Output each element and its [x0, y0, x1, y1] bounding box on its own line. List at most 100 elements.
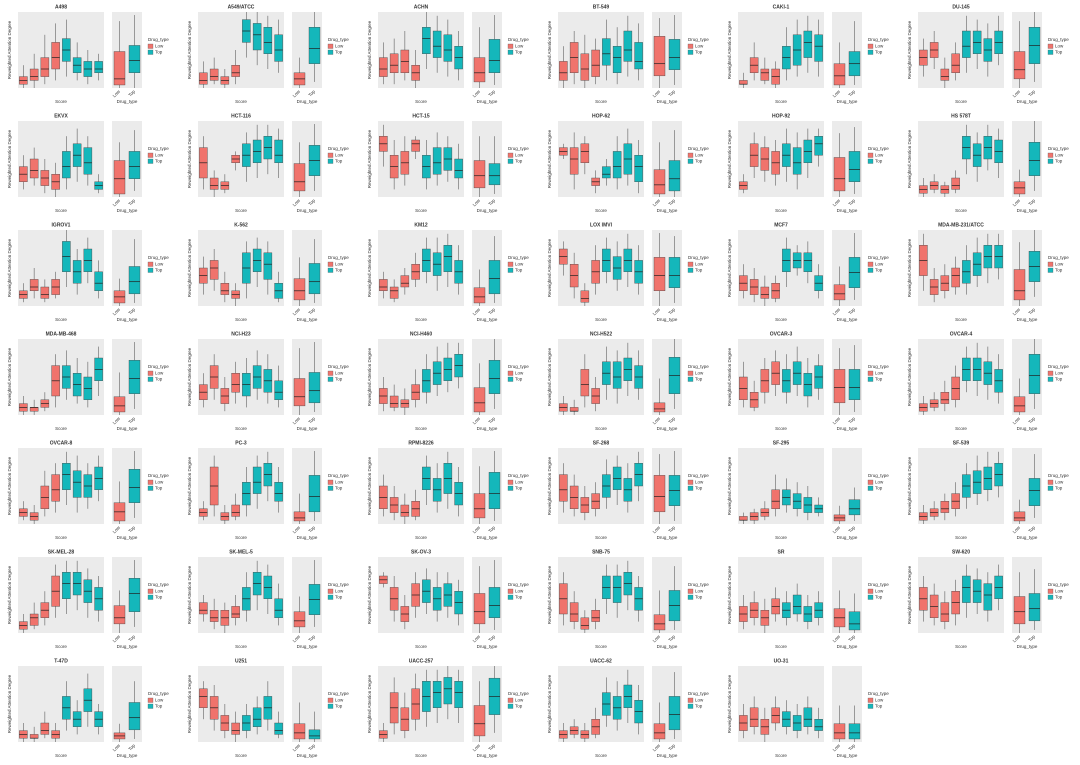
side-x-label: Drug_type: [297, 317, 318, 322]
box: [29, 734, 39, 739]
x-axis-label: Score: [595, 208, 607, 213]
legend-label: Low: [155, 262, 164, 267]
y-axis-label: Reweighted Attention Degree: [727, 238, 732, 297]
legend-swatch: [1047, 267, 1054, 273]
legend-label: Top: [335, 268, 343, 273]
side-x-label: Drug_type: [477, 99, 498, 104]
box: [488, 260, 501, 295]
panel: LOX IMVI Reweighted Attention Degree Score…: [547, 222, 709, 322]
plot-panel: [738, 666, 824, 742]
x-axis-label: Score: [775, 208, 787, 213]
side-tick-label: Top: [487, 525, 496, 534]
side-x-label: Drug_type: [837, 753, 858, 758]
y-axis-label: Reweighted Attention Degree: [907, 20, 912, 79]
legend-label: Low: [515, 44, 524, 49]
box: [760, 286, 770, 299]
legend-label: Low: [515, 371, 524, 376]
side-tick-label: Low: [472, 88, 482, 98]
box: [308, 729, 321, 740]
legend-label: Top: [155, 268, 163, 273]
panel-title: MCF7: [774, 222, 788, 228]
panel-title: A498: [55, 4, 67, 10]
side-tick-label: Low: [472, 524, 482, 534]
legend-swatch: [147, 485, 154, 491]
side-x-label: Drug_type: [117, 535, 138, 540]
x-axis-label: Score: [415, 317, 427, 322]
legend-label: Top: [335, 159, 343, 164]
legend-swatch: [687, 703, 694, 709]
y-axis-label: Reweighted Attention Degree: [907, 129, 912, 188]
side-tick-label: Top: [847, 416, 856, 425]
box: [803, 30, 813, 58]
legend-swatch: [687, 43, 694, 49]
panel: NCI-H23 Reweighted Attention Degree Score L…: [187, 331, 349, 431]
side-x-label: Drug_type: [1017, 317, 1038, 322]
legend-swatch: [507, 594, 514, 600]
legend-label: Low: [1055, 480, 1064, 485]
panel-title: UACC-62: [590, 658, 612, 664]
legend-swatch: [507, 261, 514, 267]
panel-title: NCI-H23: [231, 331, 251, 337]
legend-title: Drug_type: [688, 582, 709, 587]
box: [569, 407, 579, 412]
legend-swatch: [1047, 43, 1054, 49]
panel-title: OVCAR-3: [770, 331, 793, 337]
legend-title: Drug_type: [148, 582, 169, 587]
box: [569, 602, 579, 622]
panel-title: UO-31: [774, 658, 789, 664]
box: [209, 68, 219, 81]
box: [113, 605, 126, 625]
box: [293, 611, 306, 628]
panel-title: SK-OV-3: [411, 549, 431, 555]
legend-swatch: [327, 485, 334, 491]
side-tick-label: Low: [112, 415, 122, 425]
legend-swatch: [507, 485, 514, 491]
side-tick-label: Low: [652, 88, 662, 98]
x-axis-label: Score: [235, 753, 247, 758]
box: [94, 61, 103, 74]
legend-label: Top: [515, 377, 523, 382]
legend-label: Low: [515, 589, 524, 594]
y-axis-label: Reweighted Attention Degree: [907, 456, 912, 515]
box: [612, 46, 622, 74]
side-tick-label: Top: [667, 307, 676, 316]
legend-swatch: [687, 261, 694, 267]
legend-title: Drug_type: [508, 364, 529, 369]
box: [488, 163, 501, 186]
box: [379, 279, 388, 292]
legend-swatch: [687, 376, 694, 382]
x-axis-label: Score: [55, 208, 67, 213]
side-x-label: Drug_type: [657, 426, 678, 431]
panel: SF-539 Reweighted Attention Degree Score Lo…: [907, 440, 1069, 540]
box: [1028, 142, 1041, 176]
legend-label: Low: [695, 44, 704, 49]
box: [231, 606, 240, 619]
x-axis-label: Score: [775, 317, 787, 322]
box: [94, 271, 103, 291]
side-tick-label: Top: [847, 525, 856, 534]
box: [443, 245, 453, 273]
side-tick-label: Top: [127, 307, 136, 316]
side-tick-label: Low: [472, 415, 482, 425]
box: [488, 39, 501, 73]
panel: MDA-MB-468 Reweighted Attention Degree Sco…: [7, 331, 169, 431]
box: [293, 163, 306, 192]
box: [653, 723, 666, 740]
legend-label: Top: [875, 595, 883, 600]
box: [231, 373, 240, 393]
box: [411, 139, 420, 152]
box: [580, 617, 590, 630]
panel-title: K-562: [234, 222, 248, 228]
box: [1013, 511, 1026, 522]
legend-label: Top: [155, 595, 163, 600]
box: [833, 157, 846, 192]
side-tick-label: Top: [487, 89, 496, 98]
legend-label: Low: [515, 480, 524, 485]
box: [29, 613, 39, 626]
side-x-label: Drug_type: [1017, 99, 1038, 104]
legend-label: Top: [515, 268, 523, 273]
side-tick-label: Top: [847, 743, 856, 752]
legend-swatch: [867, 485, 874, 491]
